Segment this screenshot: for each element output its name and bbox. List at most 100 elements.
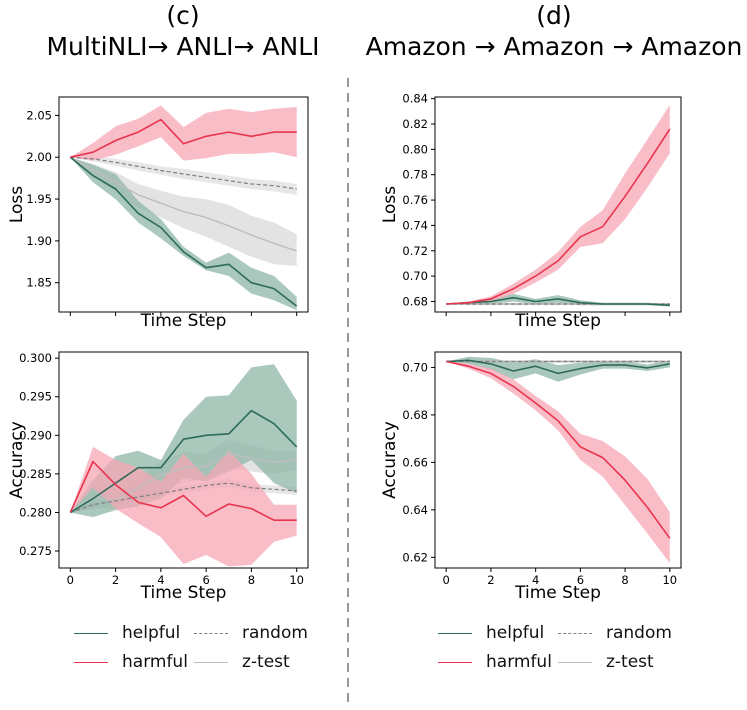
y-tick-label: 2.05 [26, 108, 52, 122]
y-tick-label: 0.68 [402, 294, 428, 308]
band-harmful [446, 105, 670, 304]
plot-d_acc: 0.62 0.64 0.66 0.68 0.70 0 2 4 6 8 10 Time Step Accu… [380, 351, 682, 603]
y-tick-label: 2.00 [26, 150, 52, 164]
y-tick-label: 0.285 [19, 467, 52, 481]
band-harmful [446, 361, 670, 564]
line-harmful [70, 118, 297, 158]
x-tick-label: 6 [577, 573, 584, 587]
legend-swatch-ztest [194, 662, 228, 663]
y-tick-label: 0.275 [19, 544, 52, 558]
panel-c-label: (c) [166, 1, 199, 30]
y-tick-label: 0.290 [19, 428, 52, 442]
plot-frame [58, 351, 309, 569]
panel-d-label: (d) [536, 1, 571, 30]
legend-d: helpful harmful random z-test [438, 623, 708, 683]
plot-area [446, 356, 671, 564]
line-harmful [446, 128, 671, 305]
line-helpful [446, 359, 670, 375]
plot-area [69, 105, 298, 311]
plot-c_loss: 1.85 1.90 1.95 2.00 2.05 Time Step Loss [7, 96, 309, 331]
legend-label-helpful: helpful [122, 623, 181, 643]
y-tick-label: 0.72 [402, 244, 428, 258]
band-random [70, 156, 297, 195]
band-harmful [70, 105, 297, 161]
band-harmful [70, 446, 297, 567]
x-tick-label: 10 [662, 573, 677, 587]
x-tick-label: 8 [248, 573, 255, 587]
plot-frame [434, 96, 682, 313]
y-axis-label: Loss [380, 186, 400, 223]
y-tick-label: 0.300 [19, 351, 52, 365]
y-tick-label: 1.90 [26, 234, 52, 248]
y-tick-label: 0.280 [19, 505, 52, 519]
line-harmful [446, 360, 671, 539]
x-tick-label: 0 [67, 573, 74, 587]
legend-swatch-random [194, 633, 228, 634]
y-axis-label: Accuracy [380, 421, 400, 499]
panel-c-title: MultiNLI→ ANLI→ ANLI [46, 32, 319, 61]
legend-label-random: random [606, 623, 672, 643]
y-axis-label: Accuracy [7, 421, 27, 499]
x-tick-label: 6 [202, 573, 209, 587]
y-tick-label: 0.80 [402, 142, 428, 156]
legend-swatch-helpful [438, 633, 472, 634]
line-random [70, 156, 297, 190]
legend-label-random: random [242, 623, 308, 643]
plot-c_acc: 0.275 0.280 0.285 0.290 0.295 0.300 0 2 4 6 8 10 Tim… [7, 351, 309, 603]
legend-label-ztest: z-test [242, 652, 290, 672]
y-tick-label: 0.70 [402, 360, 428, 374]
legend-label-harmful: harmful [122, 652, 188, 672]
line-ztest [69, 156, 297, 252]
line-ztest [69, 453, 297, 514]
x-tick-label: 8 [621, 573, 628, 587]
x-tick-label: 4 [157, 573, 164, 587]
line-helpful [69, 409, 298, 514]
band-helpful [446, 356, 670, 382]
x-axis-label: Time Step [140, 583, 227, 603]
y-tick-label: 0.76 [402, 193, 428, 207]
legend-c: helpful harmful random z-test [74, 623, 344, 683]
x-tick-label: 0 [443, 573, 450, 587]
plot-area [69, 364, 298, 567]
line-harmful [69, 460, 297, 522]
plot-area [446, 105, 671, 307]
y-tick-label: 0.84 [402, 92, 428, 106]
y-tick-label: 0.66 [402, 455, 428, 469]
y-tick-label: 0.68 [402, 408, 428, 422]
y-tick-label: 0.70 [402, 269, 428, 283]
line-helpful [446, 296, 670, 307]
line-helpful [69, 156, 298, 307]
legend-swatch-harmful [74, 662, 108, 663]
panel-d-title: Amazon → Amazon → Amazon [366, 32, 743, 61]
plot-frame [434, 351, 682, 569]
y-axis-label: Loss [7, 186, 27, 223]
y-tick-label: 0.78 [402, 168, 428, 182]
x-tick-label: 2 [112, 573, 119, 587]
band-helpful [70, 157, 297, 311]
x-axis-label: Time Step [514, 583, 601, 603]
y-tick-label: 0.64 [402, 503, 428, 517]
plot-frame [58, 96, 309, 313]
y-tick-label: 1.95 [26, 192, 52, 206]
plot-d_loss: 0.68 0.70 0.72 0.74 0.76 0.78 0.80 0.82 0.84 Time… [380, 92, 682, 331]
legend-label-helpful: helpful [486, 623, 545, 643]
legend-swatch-random [558, 633, 592, 634]
legend-swatch-harmful [438, 662, 472, 663]
x-axis-label: Time Step [140, 311, 227, 331]
legend-label-ztest: z-test [606, 652, 654, 672]
line-random [70, 482, 297, 514]
legend-swatch-helpful [74, 633, 108, 634]
x-tick-label: 2 [487, 573, 494, 587]
legend-swatch-ztest [558, 662, 592, 663]
x-tick-label: 4 [532, 573, 539, 587]
y-tick-label: 0.74 [402, 218, 428, 232]
legend-label-harmful: harmful [486, 652, 552, 672]
y-tick-label: 0.62 [402, 550, 428, 564]
y-tick-label: 1.85 [26, 276, 52, 290]
y-tick-label: 0.295 [19, 390, 52, 404]
x-tick-label: 10 [289, 573, 304, 587]
y-tick-label: 0.82 [402, 117, 428, 131]
x-axis-label: Time Step [514, 311, 601, 331]
